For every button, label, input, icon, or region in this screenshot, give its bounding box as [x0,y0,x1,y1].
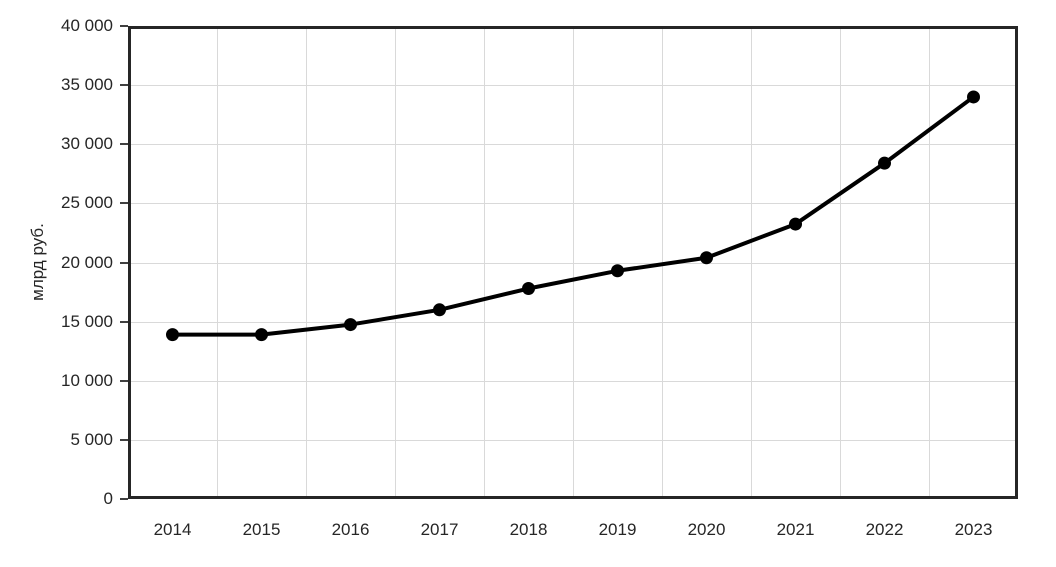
line-chart-canvas [128,26,1018,499]
y-tick-mark [120,143,128,146]
data-point [166,328,179,342]
y-tick-label: 35 000 [61,75,113,95]
x-tick-label: 2017 [420,520,459,539]
data-point [611,264,624,278]
y-tick-mark [120,84,128,87]
y-tick-mark [120,379,128,382]
x-tick-label: 2019 [598,520,637,539]
y-tick-label: 15 000 [61,311,113,331]
y-tick-mark [120,261,128,264]
data-point [878,156,891,170]
x-tick-label: 2021 [776,520,815,539]
y-tick-label: 30 000 [61,134,113,154]
x-tick-label: 2020 [687,520,726,539]
data-point [433,303,446,317]
x-tick-label: 2023 [954,520,993,539]
x-tick-label: 2016 [331,520,370,539]
data-point [700,251,713,265]
y-tick-label: 40 000 [61,16,113,35]
x-tick-label: 2018 [509,520,548,539]
y-tick-mark [120,202,128,205]
y-tick-mark [120,438,128,441]
y-tick-label: 5 000 [70,429,113,449]
x-tick-label: 2022 [865,520,904,539]
data-point [967,90,980,104]
data-point [255,328,268,342]
y-tick-mark [120,25,128,27]
y-tick-label: 10 000 [61,370,113,390]
y-tick-mark [120,498,128,500]
y-tick-label: 0 [103,489,113,508]
plot-border [128,26,1018,499]
data-point [344,318,357,332]
x-tick-label: 2015 [242,520,281,539]
data-point [522,282,535,296]
data-point [789,217,802,231]
y-tick-mark [120,320,128,323]
y-tick-label: 25 000 [61,193,113,213]
series-line [170,94,976,337]
plot-area [128,26,1018,499]
x-tick-label: 2014 [153,520,192,539]
y-tick-label: 20 000 [61,252,113,272]
